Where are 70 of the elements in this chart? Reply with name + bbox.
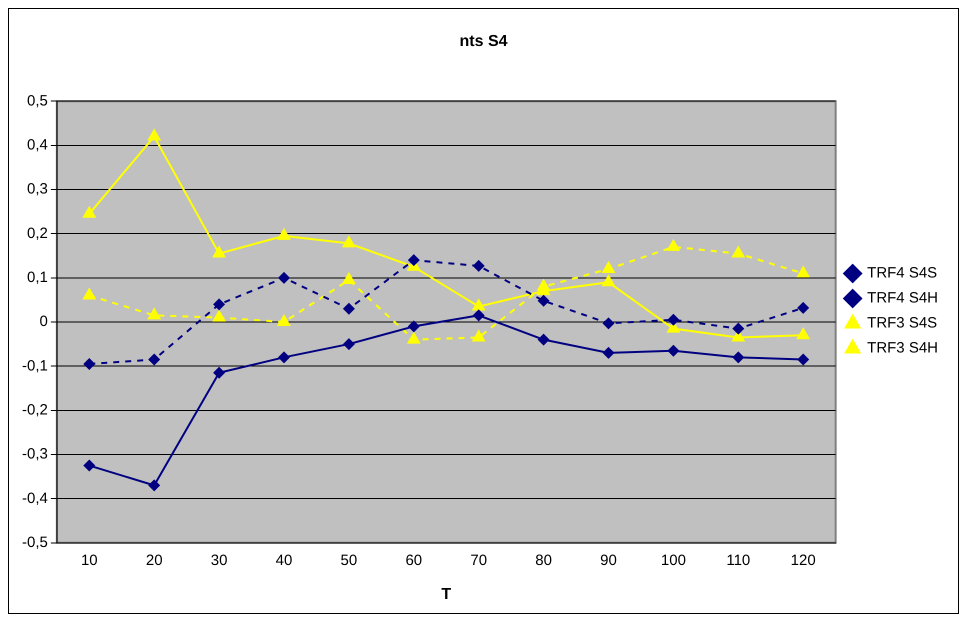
point [732, 322, 744, 335]
point [342, 338, 355, 350]
point [147, 128, 162, 141]
y-tick-label: -0,2 [22, 401, 48, 418]
y-tick-label: 0,3 [26, 180, 48, 198]
legend-label: TRF4 S4H [867, 290, 938, 307]
y-tick-label: 0,1 [26, 268, 48, 286]
x-tick-label: 70 [470, 552, 488, 569]
y-tick-label: 0 [40, 313, 48, 330]
point [538, 334, 550, 346]
point [472, 260, 485, 272]
point [602, 261, 616, 274]
x-tick-label: 20 [146, 552, 163, 569]
x-tick-label: 50 [340, 552, 358, 569]
point [732, 351, 744, 364]
x-tick-label: 100 [660, 552, 686, 569]
point [731, 246, 746, 258]
point [796, 327, 810, 340]
point [797, 354, 810, 366]
x-tick-label: 120 [790, 552, 816, 569]
point [148, 354, 160, 366]
point [342, 235, 356, 248]
point [278, 272, 290, 284]
point [342, 302, 355, 315]
point [278, 351, 290, 364]
legend-label: TRF4 S4S [867, 264, 938, 282]
point [472, 309, 485, 322]
point [342, 272, 356, 284]
x-tick-label: 110 [726, 552, 750, 569]
point [796, 265, 810, 278]
point [406, 332, 421, 344]
point [602, 317, 614, 330]
point [213, 298, 226, 310]
y-tick-label: 0,5 [26, 92, 48, 110]
point [602, 274, 616, 286]
y-tick-label: -0,4 [22, 490, 48, 507]
x-tick-label: 60 [405, 552, 422, 569]
point [538, 294, 550, 307]
y-tick-label: -0,3 [22, 446, 48, 463]
legend-label: TRF3 S4S [867, 314, 938, 332]
x-axis-title: T [441, 586, 452, 603]
point [277, 314, 291, 326]
point [408, 320, 420, 332]
point [82, 206, 96, 218]
y-tick-label: -0,1 [22, 357, 48, 374]
point [667, 344, 680, 357]
point [212, 246, 226, 258]
x-tick-label: 90 [600, 552, 617, 569]
x-tick-label: 40 [276, 552, 292, 569]
point [83, 358, 96, 370]
point [277, 228, 291, 240]
x-tick-label: 10 [80, 552, 98, 569]
point [148, 479, 160, 492]
y-tick-label: 0,4 [26, 136, 48, 154]
x-tick-label: 30 [210, 552, 228, 569]
chart-title: nts S4 [459, 33, 508, 50]
y-tick-label: -0,5 [22, 534, 48, 551]
x-tick-label: 80 [535, 552, 552, 569]
point [212, 310, 226, 322]
point [213, 366, 226, 379]
point [83, 460, 96, 472]
point [472, 298, 486, 311]
point [666, 238, 680, 251]
point [797, 302, 810, 314]
point [667, 314, 680, 326]
point [602, 346, 614, 359]
point [147, 307, 162, 320]
y-tick-label: 0,2 [26, 224, 48, 242]
legend-label: TRF3 S4H [867, 340, 938, 357]
point [82, 288, 96, 300]
